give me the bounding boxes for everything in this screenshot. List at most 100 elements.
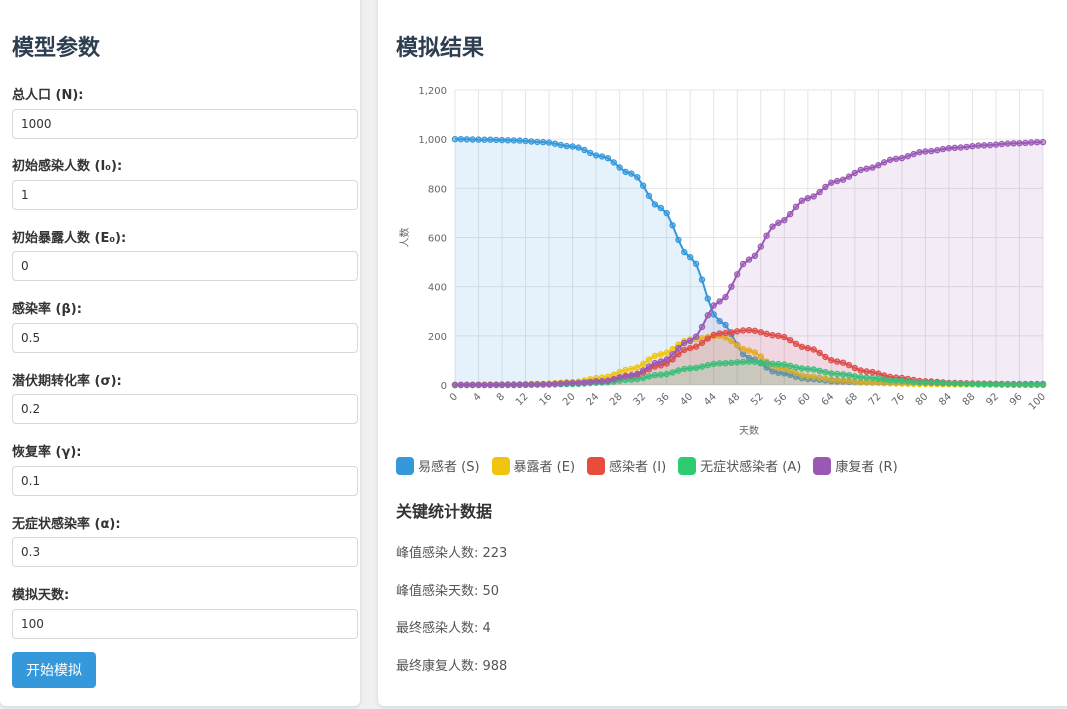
data-point [651,372,659,379]
data-point [881,376,888,383]
data-point [951,144,959,151]
series-area [455,361,1043,385]
data-point [640,360,647,367]
data-point [751,327,759,334]
data-point [928,379,935,386]
data-point [798,372,806,379]
legend-swatch-s [396,456,414,475]
data-point [851,364,858,372]
data-point [916,148,923,156]
incubation-rate-label: 潜伏期转化率 (σ): [12,374,122,389]
data-point [928,147,935,155]
legend-item-s[interactable]: 易感者 (S) [396,456,480,475]
data-point [839,176,847,183]
data-point [792,340,800,347]
data-point [657,358,664,365]
data-point [892,155,900,162]
x-tick-label: 24 [584,391,601,408]
legend-item-r[interactable]: 康复者 (R) [813,456,898,475]
data-point [628,365,635,373]
data-point [539,138,547,146]
data-point [504,381,512,389]
data-point [463,136,471,143]
asymptomatic-rate-label: 无症状感染率 (α): [12,517,121,532]
data-point [945,144,953,152]
legend-item-e[interactable]: 暴露者 (E) [491,456,575,475]
data-point [857,166,864,174]
data-point [722,321,729,329]
population-input[interactable] [12,109,358,139]
data-point [792,370,800,377]
data-point [816,349,823,357]
data-point [739,358,747,365]
data-point [834,376,841,384]
data-point [616,164,623,171]
recovery-rate-input[interactable] [12,466,358,496]
data-point [640,367,647,374]
data-point [698,323,706,331]
data-point [934,379,941,387]
data-point [857,374,864,381]
data-point [816,188,823,196]
data-point [845,372,853,379]
data-point [1004,381,1011,388]
data-point [681,248,688,256]
data-point [734,271,741,278]
legend-label-a: 无症状感染者 (A) [700,460,802,475]
data-point [1039,138,1047,146]
data-point [645,373,653,380]
data-point [728,359,735,366]
initial-exposed-input[interactable] [12,251,358,281]
x-tick-label: 96 [1008,391,1025,408]
x-tick-label: 72 [867,391,884,408]
x-tick-label: 64 [820,391,837,408]
data-point [734,359,741,366]
data-point [892,377,900,384]
simulation-days-input[interactable] [12,609,358,639]
data-point [1010,140,1017,147]
data-point [575,379,582,387]
x-tick-label: 80 [914,391,931,408]
data-point [963,143,970,151]
asymptomatic-rate-input[interactable] [12,537,358,567]
data-point [645,356,653,363]
initial-infected-label: 初始感染人数 (I₀): [12,159,123,174]
x-tick-label: 0 [448,391,460,403]
data-point [610,159,617,166]
data-point [675,367,682,374]
data-point [981,381,988,388]
data-point [604,377,612,384]
population-label: 总人口 (N): [12,88,84,103]
infection-rate-input[interactable] [12,323,358,353]
data-point [781,216,788,224]
data-point [745,327,753,334]
initial-infected-input[interactable] [12,180,358,210]
data-point [469,381,476,389]
data-point [745,347,753,354]
data-point [981,142,988,149]
data-point [492,381,500,389]
data-point [810,366,817,373]
data-point [1028,381,1035,388]
data-point [704,312,711,319]
data-point [834,358,841,365]
initial-exposed-label: 初始暴露人数 (E₀): [12,231,127,246]
legend-item-a[interactable]: 无症状感染者 (A) [678,456,801,475]
infection-rate-label: 感染率 (β): [12,302,82,317]
data-point [922,379,929,386]
data-point [698,339,706,347]
data-point [751,349,759,356]
data-point [586,378,594,386]
data-point [716,360,723,367]
data-point [881,159,888,166]
data-point [516,381,523,389]
data-point [804,194,811,202]
data-point [992,381,1000,388]
data-point [757,329,764,336]
legend-item-i[interactable]: 感染者 (I) [587,456,666,475]
data-point [975,142,982,149]
start-simulation-button[interactable]: 开始模拟 [12,652,96,688]
data-point [787,362,794,369]
incubation-rate-input[interactable] [12,394,358,424]
data-point [816,367,823,374]
